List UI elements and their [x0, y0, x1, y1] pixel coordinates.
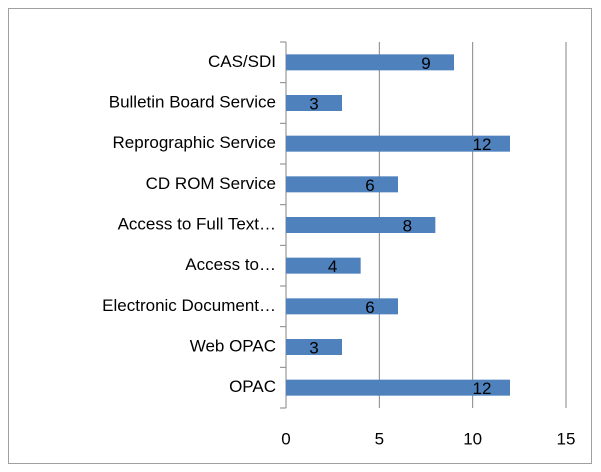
y-tick-label: CD ROM Service: [146, 174, 276, 193]
bar: [286, 379, 510, 396]
y-tick-label: Reprographic Service: [113, 133, 276, 152]
bar: [286, 95, 342, 111]
data-label: 12: [473, 379, 492, 398]
data-label: 12: [473, 135, 492, 154]
x-tick-label: 10: [463, 429, 482, 448]
data-label: 3: [309, 94, 318, 113]
bar: [286, 339, 342, 355]
x-tick-label: 5: [375, 429, 384, 448]
bar: [286, 135, 510, 152]
bar: [286, 217, 436, 233]
x-tick-label: 0: [281, 429, 290, 448]
y-tick-label: Electronic Document…: [102, 296, 276, 315]
y-tick-label: Web OPAC: [190, 336, 276, 355]
y-tick-label: OPAC: [229, 377, 276, 396]
y-tick-label: Bulletin Board Service: [109, 92, 276, 111]
bar: [286, 257, 361, 274]
bar: [286, 54, 454, 71]
data-label: 3: [309, 338, 318, 357]
data-label: 6: [365, 298, 374, 317]
data-label: 9: [421, 54, 430, 73]
y-tick-label: Access to Full Text…: [118, 214, 276, 233]
y-tick-label: Access to…: [185, 255, 276, 274]
x-tick-label: 15: [557, 429, 576, 448]
y-tick-label: CAS/SDI: [208, 52, 276, 71]
data-label: 8: [403, 216, 412, 235]
data-label: 4: [328, 257, 337, 276]
bar: [286, 298, 398, 315]
bar: [286, 176, 398, 193]
data-label: 6: [365, 176, 374, 195]
